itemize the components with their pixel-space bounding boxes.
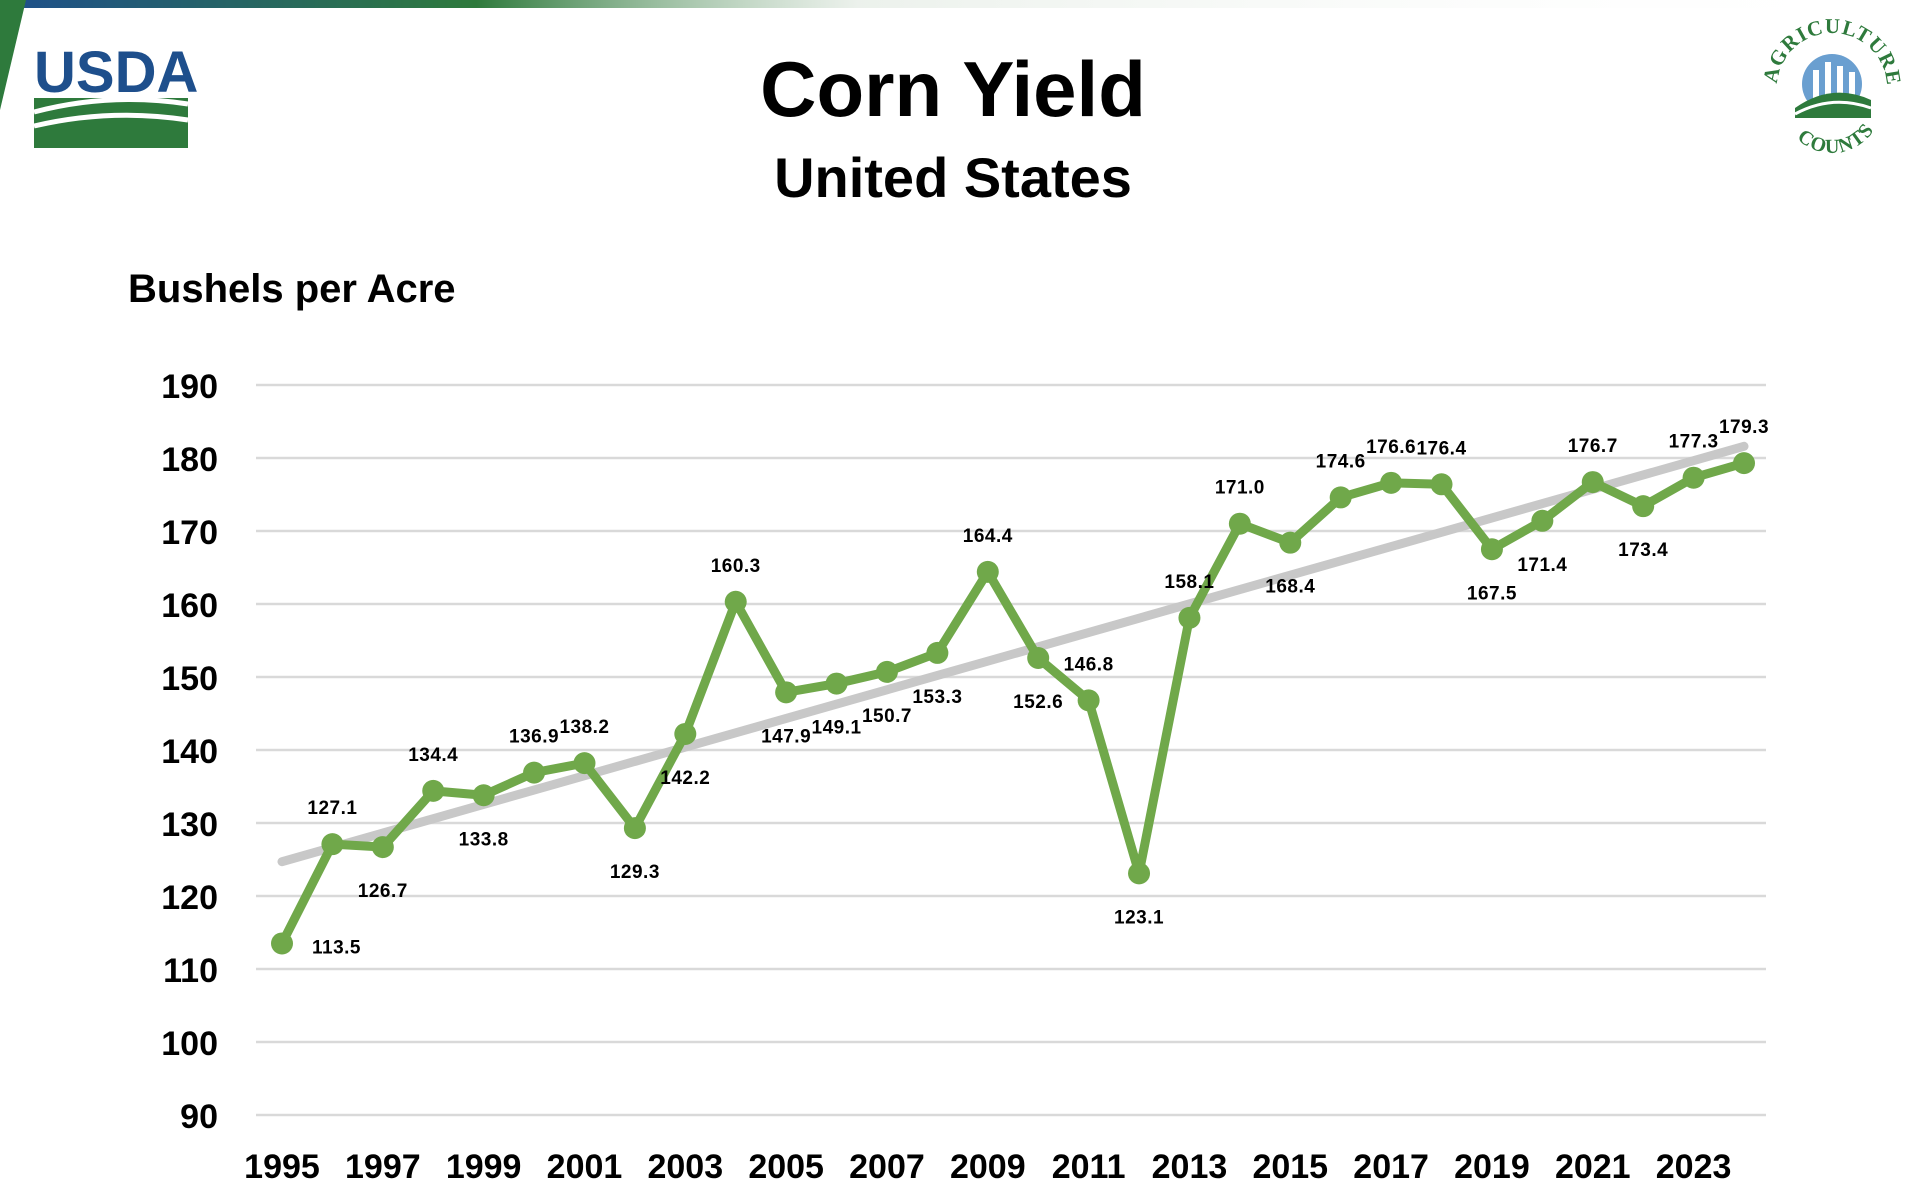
data-point [1581,471,1604,494]
y-tick-label: 110 [163,952,218,990]
data-label: 177.3 [1669,432,1719,453]
data-point [674,722,697,745]
data-label: 149.1 [812,718,862,739]
data-label: 147.9 [761,726,811,747]
data-label: 158.1 [1164,572,1214,593]
data-label: 146.8 [1064,654,1114,675]
x-tick-label: 2005 [748,1148,824,1186]
data-point [422,779,445,802]
data-label: 138.2 [559,717,609,738]
data-point [623,817,646,840]
data-point [271,932,293,955]
usda-logo-text: USDA [34,40,198,105]
data-point [1380,471,1403,494]
x-tick-label: 2023 [1656,1148,1732,1186]
data-point [1128,862,1151,885]
x-tick-label: 2009 [950,1148,1026,1186]
data-point [976,560,999,583]
y-tick-label: 120 [161,879,218,917]
y-tick-label: 190 [161,368,218,406]
data-point [1027,647,1050,670]
y-axis-label: Bushels per Acre [128,267,456,311]
y-tick-label: 150 [161,660,218,698]
x-tick-label: 1999 [446,1148,522,1186]
data-label: 134.4 [408,745,458,766]
data-point [1531,509,1554,532]
data-point [825,672,848,695]
data-label: 123.1 [1114,907,1164,928]
data-point [1228,512,1251,535]
data-point [1733,452,1755,475]
y-tick-label: 160 [161,587,218,625]
data-label: 142.2 [660,768,710,789]
y-tick-label: 130 [161,806,218,844]
data-point [1480,538,1503,561]
data-label: 150.7 [862,706,912,727]
data-point [371,836,394,859]
y-tick-label: 90 [180,1098,218,1136]
chart-subtitle: United States [774,146,1132,209]
data-label: 126.7 [358,881,408,902]
top-accent-bar [0,0,1906,8]
y-tick-label: 170 [161,514,218,552]
y-tick-label: 100 [161,1025,218,1063]
x-tick-label: 2015 [1252,1148,1328,1186]
data-label: 129.3 [610,862,660,883]
data-point [1178,606,1201,629]
data-label: 174.6 [1316,451,1366,472]
data-label: 173.4 [1618,540,1668,561]
data-label: 176.4 [1416,438,1466,459]
data-point [1632,495,1655,518]
data-label: 171.4 [1517,555,1567,576]
data-point [573,752,596,775]
x-tick-label: 2003 [647,1148,723,1186]
data-label: 179.3 [1719,417,1769,438]
x-tick-label: 2021 [1555,1148,1631,1186]
x-tick-label: 2011 [1052,1148,1126,1186]
y-tick-label: 180 [161,441,218,479]
data-point [1430,473,1453,496]
data-point [1329,486,1352,509]
data-label: 168.4 [1265,577,1315,598]
data-point [321,833,344,856]
data-label: 133.8 [459,829,509,850]
data-point [1077,689,1100,712]
data-point [875,660,898,683]
data-point [1682,466,1705,489]
data-label: 176.6 [1366,437,1416,458]
data-label: 176.7 [1568,436,1618,457]
data-point [926,641,949,664]
data-point [1279,531,1302,554]
x-tick-label: 2001 [547,1148,623,1186]
data-point [523,761,546,784]
data-label: 160.3 [711,556,761,577]
data-point [472,784,495,807]
data-label: 136.9 [509,727,559,748]
data-label: 164.4 [963,526,1013,547]
x-tick-label: 2017 [1353,1148,1429,1186]
data-point [775,681,798,704]
data-label: 153.3 [912,687,962,708]
trend-line [277,441,1749,867]
data-label: 113.5 [312,937,361,958]
agriculture-counts-badge: AGRICULTURE COUNTS [1758,14,1905,158]
data-point [724,590,747,613]
data-label: 171.0 [1215,478,1265,499]
x-tick-label: 2019 [1454,1148,1530,1186]
data-label: 167.5 [1467,583,1517,604]
x-tick-label: 2007 [849,1148,925,1186]
x-tick-label: 1997 [345,1148,421,1186]
data-label: 127.1 [307,798,357,819]
x-tick-label: 1995 [244,1148,320,1186]
y-tick-label: 140 [161,733,218,771]
usda-logo: USDA [0,0,198,148]
chart-title: Corn Yield [760,45,1146,133]
data-label: 152.6 [1013,692,1063,713]
x-tick-label: 2013 [1152,1148,1228,1186]
